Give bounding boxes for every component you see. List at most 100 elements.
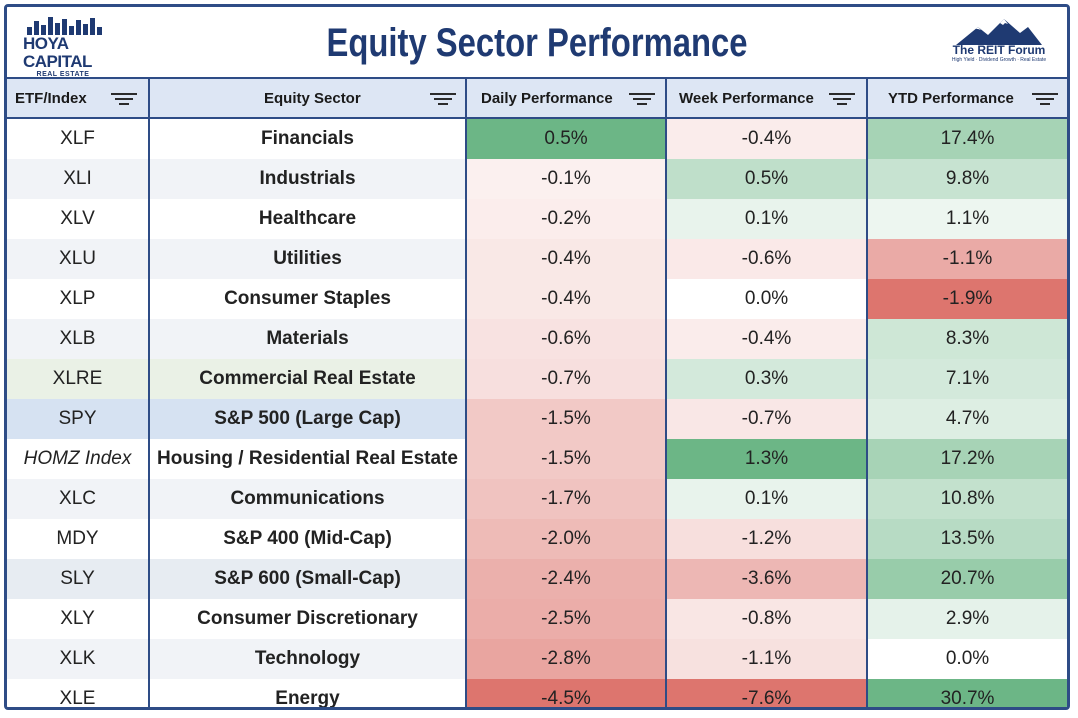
table-row: SPY S&P 500 (Large Cap) -1.5% -0.7% 4.7% bbox=[7, 399, 1067, 439]
ytd-cell: 10.8% bbox=[866, 479, 1067, 519]
filter-icon[interactable] bbox=[1032, 93, 1058, 107]
daily-cell: -0.7% bbox=[465, 359, 666, 399]
ticker-cell: SLY bbox=[7, 559, 149, 599]
column-label: Equity Sector bbox=[264, 90, 361, 107]
table-row: XLP Consumer Staples -0.4% 0.0% -1.9% bbox=[7, 279, 1067, 319]
sector-cell: S&P 400 (Mid-Cap) bbox=[148, 519, 466, 559]
table-row: XLU Utilities -0.4% -0.6% -1.1% bbox=[7, 239, 1067, 279]
daily-cell: -2.8% bbox=[465, 639, 666, 679]
column-header-sector[interactable]: Equity Sector bbox=[148, 77, 466, 119]
sector-cell: Commercial Real Estate bbox=[148, 359, 466, 399]
sector-cell: Consumer Discretionary bbox=[148, 599, 466, 639]
sector-cell: Housing / Residential Real Estate bbox=[148, 439, 466, 479]
daily-cell: -0.4% bbox=[465, 279, 666, 319]
week-cell: 1.3% bbox=[665, 439, 867, 479]
ticker-cell: XLF bbox=[7, 118, 149, 159]
hoya-capital-logo: HOYA CAPITAL REAL ESTATE bbox=[23, 17, 103, 78]
ticker-cell: XLC bbox=[7, 479, 149, 519]
skyline-icon bbox=[27, 17, 103, 35]
filter-icon[interactable] bbox=[829, 93, 855, 107]
ytd-cell: 9.8% bbox=[866, 159, 1067, 199]
header-row: ETF/Index Equity Sector Daily Performanc… bbox=[7, 77, 1067, 119]
ytd-cell: 30.7% bbox=[866, 679, 1067, 707]
ytd-cell: 4.7% bbox=[866, 399, 1067, 439]
table-row: SLY S&P 600 (Small-Cap) -2.4% -3.6% 20.7% bbox=[7, 559, 1067, 599]
table-row: XLC Communications -1.7% 0.1% 10.8% bbox=[7, 479, 1067, 519]
ytd-cell: 2.9% bbox=[866, 599, 1067, 639]
banner: HOYA CAPITAL REAL ESTATE Equity Sector P… bbox=[7, 7, 1067, 78]
table-row: XLB Materials -0.6% -0.4% 8.3% bbox=[7, 319, 1067, 359]
ytd-cell: 17.4% bbox=[866, 118, 1067, 159]
table-row: MDY S&P 400 (Mid-Cap) -2.0% -1.2% 13.5% bbox=[7, 519, 1067, 559]
logo-name: The REIT Forum bbox=[952, 43, 1046, 57]
ytd-cell: 17.2% bbox=[866, 439, 1067, 479]
sector-cell: Industrials bbox=[148, 159, 466, 199]
ticker-cell: XLV bbox=[7, 199, 149, 239]
column-label: YTD Performance bbox=[888, 90, 1014, 107]
week-cell: -1.2% bbox=[665, 519, 867, 559]
ytd-cell: 0.0% bbox=[866, 639, 1067, 679]
daily-cell: -0.1% bbox=[465, 159, 666, 199]
table-row: XLK Technology -2.8% -1.1% 0.0% bbox=[7, 639, 1067, 679]
daily-cell: -2.4% bbox=[465, 559, 666, 599]
ytd-cell: -1.1% bbox=[866, 239, 1067, 279]
column-header-etf[interactable]: ETF/Index bbox=[7, 77, 149, 119]
ticker-cell: XLE bbox=[7, 679, 149, 707]
sector-cell: Utilities bbox=[148, 239, 466, 279]
daily-cell: -0.2% bbox=[465, 199, 666, 239]
table-row: XLRE Commercial Real Estate -0.7% 0.3% 7.1% bbox=[7, 359, 1067, 399]
column-header-week[interactable]: Week Performance bbox=[665, 77, 867, 119]
table-row: XLY Consumer Discretionary -2.5% -0.8% 2.9% bbox=[7, 599, 1067, 639]
performance-table: ETF/Index Equity Sector Daily Performanc… bbox=[7, 77, 1067, 707]
week-cell: 0.1% bbox=[665, 479, 867, 519]
table-row: XLE Energy -4.5% -7.6% 30.7% bbox=[7, 679, 1067, 707]
week-cell: -0.6% bbox=[665, 239, 867, 279]
ticker-cell: XLP bbox=[7, 279, 149, 319]
ticker-cell: HOMZ Index bbox=[7, 439, 149, 479]
daily-cell: -1.5% bbox=[465, 399, 666, 439]
daily-cell: 0.5% bbox=[465, 118, 666, 159]
column-header-daily[interactable]: Daily Performance bbox=[465, 77, 666, 119]
sector-cell: Technology bbox=[148, 639, 466, 679]
week-cell: -3.6% bbox=[665, 559, 867, 599]
week-cell: 0.0% bbox=[665, 279, 867, 319]
daily-cell: -1.5% bbox=[465, 439, 666, 479]
ticker-cell: SPY bbox=[7, 399, 149, 439]
daily-cell: -0.4% bbox=[465, 239, 666, 279]
daily-cell: -0.6% bbox=[465, 319, 666, 359]
sector-cell: Energy bbox=[148, 679, 466, 707]
sector-cell: Financials bbox=[148, 118, 466, 159]
ytd-cell: 13.5% bbox=[866, 519, 1067, 559]
week-cell: -0.4% bbox=[665, 118, 867, 159]
week-cell: -0.7% bbox=[665, 399, 867, 439]
table-row: HOMZ Index Housing / Residential Real Est… bbox=[7, 439, 1067, 479]
ticker-cell: MDY bbox=[7, 519, 149, 559]
ticker-cell: XLI bbox=[7, 159, 149, 199]
sector-cell: S&P 500 (Large Cap) bbox=[148, 399, 466, 439]
ytd-cell: 20.7% bbox=[866, 559, 1067, 599]
filter-icon[interactable] bbox=[629, 93, 655, 107]
sector-cell: S&P 600 (Small-Cap) bbox=[148, 559, 466, 599]
filter-icon[interactable] bbox=[111, 93, 137, 107]
logo-sub: REAL ESTATE bbox=[36, 71, 90, 78]
reit-forum-logo: The REIT Forum High Yield · Dividend Gro… bbox=[943, 19, 1055, 73]
sector-cell: Materials bbox=[148, 319, 466, 359]
table-row: XLF Financials 0.5% -0.4% 17.4% bbox=[7, 118, 1067, 159]
column-header-ytd[interactable]: YTD Performance bbox=[866, 77, 1067, 119]
mountain-icon bbox=[956, 19, 1042, 45]
ytd-cell: 8.3% bbox=[866, 319, 1067, 359]
week-cell: -0.4% bbox=[665, 319, 867, 359]
page-title: Equity Sector Performance bbox=[326, 21, 748, 65]
sector-performance-panel: HOYA CAPITAL REAL ESTATE Equity Sector P… bbox=[4, 4, 1070, 710]
ticker-cell: XLY bbox=[7, 599, 149, 639]
daily-cell: -4.5% bbox=[465, 679, 666, 707]
week-cell: -1.1% bbox=[665, 639, 867, 679]
logo-brand: HOYA CAPITAL bbox=[23, 34, 92, 71]
sector-cell: Healthcare bbox=[148, 199, 466, 239]
sector-cell: Consumer Staples bbox=[148, 279, 466, 319]
ticker-cell: XLB bbox=[7, 319, 149, 359]
ticker-cell: XLU bbox=[7, 239, 149, 279]
daily-cell: -1.7% bbox=[465, 479, 666, 519]
filter-icon[interactable] bbox=[430, 93, 456, 107]
daily-cell: -2.0% bbox=[465, 519, 666, 559]
